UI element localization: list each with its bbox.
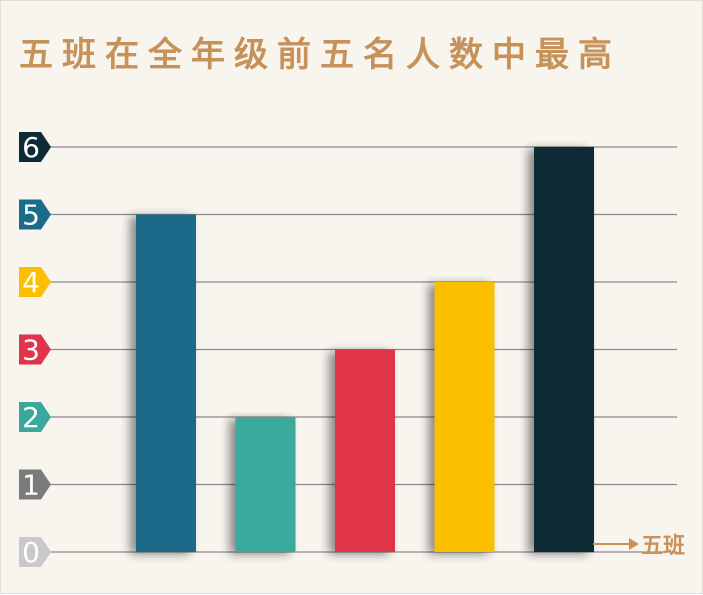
- bars: [136, 147, 594, 552]
- chart-title: 五班在全年级前五名人数中最高: [19, 35, 621, 75]
- annotation-label: 五班: [641, 533, 685, 559]
- y-axis-ticks: 0 1 2 3 4 5 6: [19, 131, 51, 569]
- tick-label: 3: [22, 334, 40, 367]
- bar: [434, 282, 495, 552]
- bar: [235, 417, 296, 552]
- tick-tag: [19, 334, 51, 365]
- tick-label: 2: [22, 401, 40, 434]
- bar: [136, 214, 196, 552]
- bar: [534, 147, 594, 552]
- tick-label: 1: [22, 469, 40, 502]
- tick-label: 0: [22, 536, 40, 569]
- tick-tag: [19, 469, 51, 500]
- tick-label: 4: [22, 266, 40, 299]
- bar: [335, 349, 395, 552]
- annotation-group: 五班: [593, 533, 685, 559]
- tick-tag: [19, 132, 51, 162]
- tick-tag: [19, 267, 51, 297]
- tick-tag: [19, 537, 51, 567]
- tick-tag: [19, 199, 51, 230]
- tick-label: 6: [22, 131, 40, 164]
- tick-tag: [19, 402, 51, 432]
- tick-label: 5: [22, 199, 40, 232]
- annotation-arrowhead: [629, 538, 639, 550]
